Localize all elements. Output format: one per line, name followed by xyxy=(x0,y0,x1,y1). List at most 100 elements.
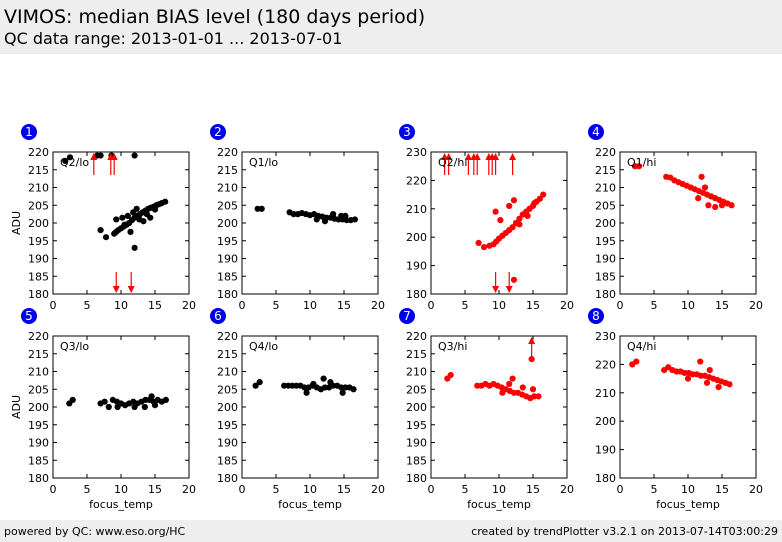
panel-label: Q4/hi xyxy=(627,340,656,353)
x-tick-label: 5 xyxy=(462,483,469,496)
data-point xyxy=(252,382,259,389)
x-tick-label: 0 xyxy=(428,299,435,312)
y-tick-label: 220 xyxy=(406,174,427,187)
x-tick-label: 5 xyxy=(273,483,280,496)
panel-badge xyxy=(399,124,415,140)
y-tick-label: 220 xyxy=(595,358,616,371)
footer-credit: powered by QC: www.eso.org/HC xyxy=(4,525,186,538)
out-of-range-high-arrowhead xyxy=(445,153,453,160)
y-tick-label: 215 xyxy=(217,164,238,177)
data-point xyxy=(499,389,506,396)
data-point xyxy=(706,366,713,374)
data-point xyxy=(66,154,74,161)
x-tick-label: 10 xyxy=(681,299,695,312)
panel-badge-number: 1 xyxy=(25,125,33,139)
data-point xyxy=(726,381,733,388)
plot-frame xyxy=(619,335,757,479)
y-tick-label: 205 xyxy=(28,199,49,212)
data-point xyxy=(516,215,523,222)
panel-badge-number: 2 xyxy=(214,125,222,139)
x-tick-label: 0 xyxy=(428,483,435,496)
data-point xyxy=(480,244,488,251)
x-tick-label: 15 xyxy=(526,299,540,312)
plot-frame xyxy=(430,335,568,479)
panel-badge-number: 6 xyxy=(214,309,222,323)
panel-label: Q2/hi xyxy=(438,156,467,169)
data-point xyxy=(131,403,138,411)
panel-badge-number: 3 xyxy=(403,125,411,139)
panel-7: 7 180 185 190 195 200 205 210 215 220 0 5 10 15 20 focu… xyxy=(399,308,574,511)
data-point xyxy=(635,163,643,170)
data-point xyxy=(320,375,327,382)
data-point xyxy=(540,191,547,198)
data-point xyxy=(101,398,108,405)
data-point xyxy=(131,152,138,159)
y-tick-label: 180 xyxy=(595,288,616,301)
y-tick-label: 180 xyxy=(28,472,49,485)
y-tick-label: 185 xyxy=(28,270,49,283)
footer-bar: powered by QC: www.eso.org/HC created by… xyxy=(0,520,782,542)
data-point xyxy=(147,214,154,221)
y-tick-label: 195 xyxy=(217,419,238,432)
y-tick-label: 220 xyxy=(217,146,238,159)
y-tick-label: 200 xyxy=(595,415,616,428)
y-tick-label: 200 xyxy=(595,217,616,230)
panel-badge xyxy=(588,308,604,324)
y-tick-label: 215 xyxy=(595,164,616,177)
data-point xyxy=(497,217,504,224)
data-point xyxy=(701,184,709,191)
y-tick-label: 190 xyxy=(406,437,427,450)
y-axis-label: ADU xyxy=(10,395,23,419)
out-of-range-high-arrowhead xyxy=(509,153,517,160)
x-axis-label: focus_temp xyxy=(278,498,342,511)
panel-badge-number: 5 xyxy=(25,309,33,323)
data-point xyxy=(524,212,531,219)
y-tick-label: 190 xyxy=(406,260,427,273)
x-axis-label: focus_temp xyxy=(656,498,720,511)
x-tick-label: 20 xyxy=(182,299,196,312)
x-tick-label: 0 xyxy=(617,483,624,496)
data-point xyxy=(121,221,128,228)
out-of-range-low-arrowhead xyxy=(127,286,135,293)
x-tick-label: 0 xyxy=(239,483,246,496)
y-tick-label: 190 xyxy=(217,437,238,450)
plot-frame xyxy=(430,151,568,295)
data-point xyxy=(509,375,516,382)
out-of-range-high-arrowhead xyxy=(110,153,118,160)
y-tick-label: 195 xyxy=(28,235,49,248)
data-point xyxy=(105,403,112,411)
x-tick-label: 10 xyxy=(303,483,317,496)
y-tick-label: 180 xyxy=(217,472,238,485)
y-tick-label: 195 xyxy=(217,235,238,248)
plot-frame xyxy=(241,151,379,295)
y-tick-label: 185 xyxy=(217,270,238,283)
panel-label: Q1/hi xyxy=(627,156,656,169)
panel-badge xyxy=(588,124,604,140)
y-tick-label: 180 xyxy=(406,288,427,301)
y-tick-label: 205 xyxy=(406,383,427,396)
data-point xyxy=(506,380,513,388)
x-tick-label: 10 xyxy=(114,483,128,496)
panel-1: 1 180 185 190 195 200 205 210 215 220 0 5 10 15 20 ADU Q… xyxy=(10,124,196,312)
x-tick-label: 10 xyxy=(114,299,128,312)
y-tick-label: 185 xyxy=(406,454,427,467)
data-point xyxy=(535,393,542,400)
x-tick-label: 20 xyxy=(749,483,763,496)
x-tick-label: 20 xyxy=(371,483,385,496)
out-of-range-high-arrowhead xyxy=(90,153,98,160)
data-point xyxy=(151,206,159,213)
y-tick-label: 185 xyxy=(28,454,49,467)
data-point xyxy=(148,393,155,400)
data-point xyxy=(162,198,169,205)
y-tick-label: 180 xyxy=(406,472,427,485)
x-tick-label: 10 xyxy=(303,299,317,312)
data-point xyxy=(447,371,454,379)
data-point xyxy=(256,379,263,386)
panel-3: 3 180 190 200 210 220 230 0 5 10 15 20 Q2/hi xyxy=(399,124,574,312)
y-tick-label: 210 xyxy=(28,182,49,195)
data-point xyxy=(715,384,722,391)
header-bar: VIMOS: median BIAS level (180 days perio… xyxy=(0,0,782,54)
out-of-range-low-arrowhead xyxy=(505,286,513,293)
x-tick-label: 10 xyxy=(492,483,506,496)
data-point xyxy=(327,379,334,386)
